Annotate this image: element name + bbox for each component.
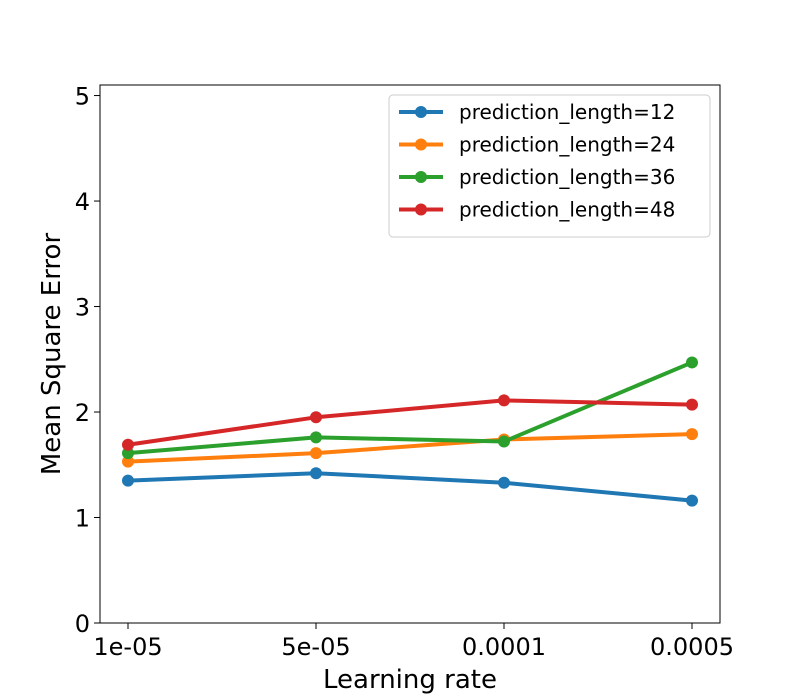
y-tick-label: 1 [75, 505, 90, 533]
data-point [686, 428, 698, 441]
data-point [122, 455, 134, 468]
y-tick-label: 5 [75, 83, 90, 111]
legend-item: prediction_length=48 [399, 198, 675, 222]
x-tick-label: 0.0001 [462, 633, 546, 661]
legend-item: prediction_length=12 [399, 100, 675, 124]
y-axis-label: Mean Square Error [37, 233, 67, 476]
y-tick-label: 3 [75, 294, 90, 322]
x-tick-label: 5e-05 [281, 633, 350, 661]
legend: prediction_length=12 prediction_length=24… [388, 94, 711, 238]
data-point [310, 467, 322, 480]
data-point [686, 356, 698, 369]
legend-label: prediction_length=12 [459, 100, 675, 124]
series-prediction-length-48 [122, 394, 698, 451]
legend-swatch-marker [415, 203, 427, 216]
series-line [126, 398, 694, 447]
x-tick-label: 0.0005 [650, 633, 734, 661]
series-prediction-length-12 [122, 467, 698, 507]
legend-label: prediction_length=36 [459, 165, 675, 189]
data-point [686, 494, 698, 507]
data-point [498, 476, 510, 489]
series-line [126, 432, 694, 464]
legend-swatch-marker [415, 106, 427, 118]
data-point [122, 474, 134, 487]
y-tick-label: 4 [75, 188, 90, 216]
legend-item: prediction_length=24 [399, 133, 675, 157]
x-axis-label: Learning rate [323, 665, 497, 695]
data-point [310, 431, 322, 444]
data-point [686, 398, 698, 411]
x-tick-label: 1e-05 [93, 633, 162, 661]
y-axis: 0 1 2 3 4 5 [75, 83, 100, 638]
y-tick-label: 0 [75, 610, 90, 638]
series-line [126, 471, 694, 503]
data-point [310, 447, 322, 460]
data-point [122, 438, 134, 451]
legend-label: prediction_length=24 [459, 133, 675, 157]
data-point [498, 394, 510, 407]
data-point [122, 447, 134, 460]
plot-area [122, 356, 698, 507]
plot-frame [99, 84, 721, 624]
legend-item: prediction_length=36 [399, 165, 675, 189]
legend-swatch-marker [415, 138, 427, 151]
legend-swatch-marker [415, 171, 427, 183]
legend-label: prediction_length=48 [459, 198, 675, 222]
data-point [310, 411, 322, 424]
data-point [498, 435, 510, 448]
legend-box [388, 94, 711, 238]
x-axis: 1e-05 5e-05 0.0001 0.0005 [93, 623, 734, 661]
y-tick-label: 2 [75, 399, 90, 427]
